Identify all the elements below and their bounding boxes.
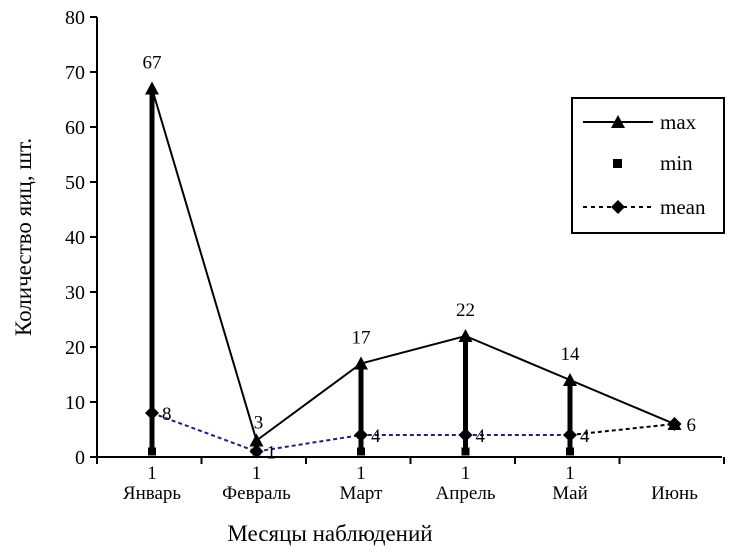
legend-min-bar-icon (613, 159, 622, 168)
max-point-0 (145, 81, 159, 95)
max-label-3: 22 (456, 300, 475, 321)
min-point-4 (566, 447, 574, 456)
min-label-3: 1 (461, 463, 471, 484)
legend-box (571, 97, 725, 234)
mean-label-3: 4 (476, 426, 486, 447)
mean-point-2 (354, 428, 368, 442)
y-axis-ticks: 0 10 20 30 40 50 60 70 80 (65, 7, 97, 469)
y-tick-label-3: 30 (65, 282, 85, 304)
mean-line-end (569, 423, 675, 436)
mean-point-0 (145, 406, 159, 420)
min-label-1: 1 (252, 463, 262, 484)
x-category-label-0: Январь (123, 483, 181, 504)
max-point-3 (458, 329, 473, 342)
max-label-1: 3 (254, 413, 264, 434)
x-axis-title: Месяцы наблюдений (227, 521, 432, 546)
max-line (151, 88, 675, 443)
x-category-label-1: Февраль (222, 483, 291, 504)
mean-point-5 (667, 417, 682, 431)
axes (96, 17, 722, 458)
legend-min-label: min (660, 151, 693, 175)
y-tick-label-1: 10 (65, 392, 85, 414)
mean-label-2: 4 (371, 426, 381, 447)
legend-mean-diamond-icon (611, 200, 625, 214)
min-point-0 (148, 447, 156, 456)
min-label-0: 1 (147, 463, 157, 484)
legend-max-triangle-icon (611, 115, 625, 128)
min-point-3 (461, 447, 470, 456)
x-category-label-3: Апрель (436, 483, 496, 504)
y-tick-label-6: 60 (65, 117, 85, 139)
legend-max-label: max (660, 110, 697, 134)
mean-point-4 (563, 428, 577, 442)
min-point-2 (357, 447, 365, 456)
max-point-1 (249, 433, 264, 447)
x-category-label-2: Март (340, 483, 384, 504)
max-label-2: 17 (352, 328, 371, 349)
min-label-2: 1 (356, 463, 366, 484)
legend-mean-label: mean (660, 195, 706, 219)
max-label-4: 14 (561, 344, 581, 365)
y-axis-title: Количество яиц, шт. (11, 138, 36, 336)
y-tick-label-2: 20 (65, 337, 85, 359)
max-point-2 (354, 356, 368, 370)
min-label-4: 1 (565, 463, 575, 484)
range-bars (149, 88, 573, 452)
max-point-4 (563, 373, 577, 386)
y-tick-label-8: 80 (65, 7, 85, 29)
series-markers (145, 81, 682, 459)
x-axis-ticks: Январь Февраль Март Апрель Май Июнь (96, 457, 725, 504)
mean-point-1 (249, 444, 264, 459)
y-tick-label-0: 0 (75, 447, 85, 469)
x-category-label-4: Май (552, 483, 588, 504)
mean-label-4: 4 (580, 426, 590, 447)
max-label-0: 67 (143, 53, 162, 74)
legend: max min mean (571, 97, 725, 234)
mean-label-0: 8 (162, 404, 172, 425)
y-tick-label-7: 70 (65, 62, 85, 84)
y-tick-label-4: 40 (65, 227, 85, 249)
y-tick-label-5: 50 (65, 172, 85, 194)
mean-label-1: 1 (267, 443, 277, 464)
x-category-label-5: Июнь (651, 483, 698, 504)
mean-label-5: 6 (687, 415, 697, 436)
mean-point-3 (458, 428, 473, 442)
